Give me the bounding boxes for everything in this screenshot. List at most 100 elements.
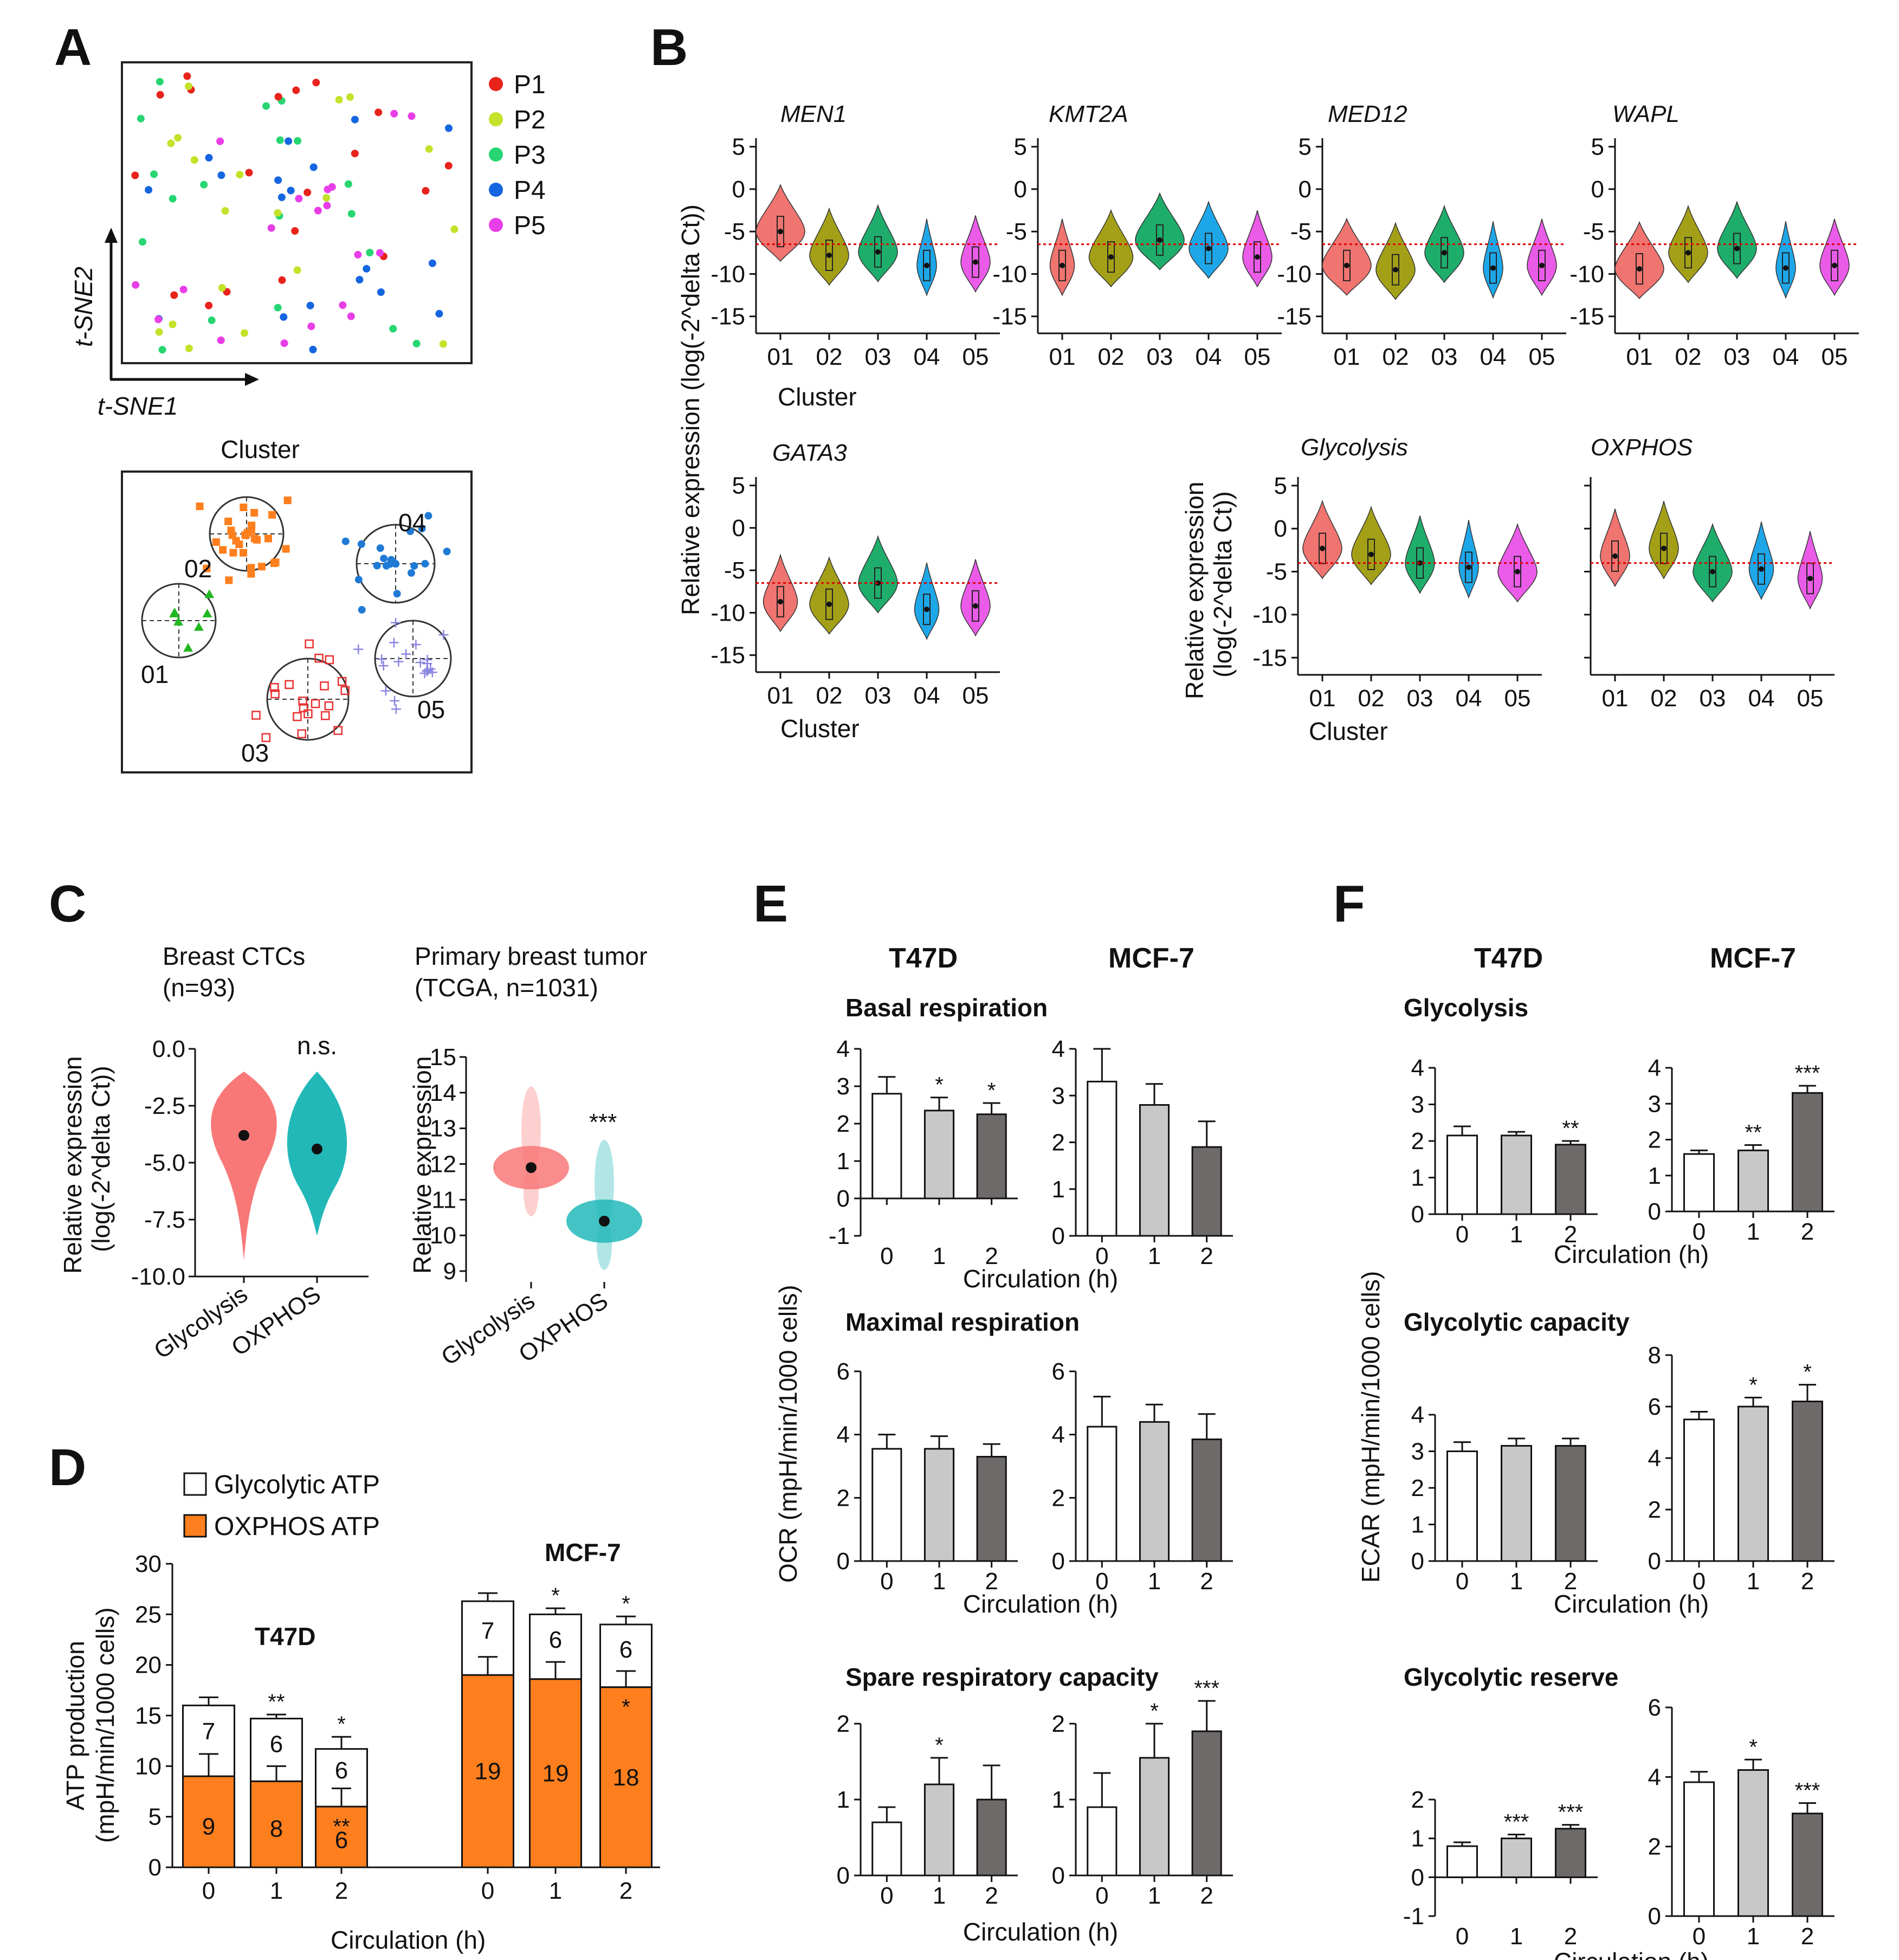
violin-box (1514, 556, 1521, 588)
violin-median (1442, 250, 1447, 256)
cluster-point (240, 504, 248, 512)
d-oxphos-value: 9 (202, 1813, 215, 1840)
e-t47d-tick-label: 0 (837, 1548, 850, 1575)
c-left-sig: n.s. (297, 1031, 337, 1060)
f-mcf7-tick-label: 6 (1648, 1694, 1661, 1721)
tsne-point (200, 180, 208, 189)
c-right-sig: *** (589, 1109, 617, 1136)
e-mcf7-bar (1139, 1757, 1170, 1877)
tsne-point (280, 313, 288, 321)
f-t47d-star: ** (1562, 1117, 1579, 1140)
cluster-title: Cluster (221, 435, 300, 463)
violin-median (1710, 569, 1715, 575)
cluster-point (261, 733, 271, 743)
d-tick-label: 25 (135, 1601, 162, 1628)
violin-x-tick-label: 04 (1196, 344, 1222, 370)
f-t47d-tick-label: 3 (1411, 1092, 1424, 1118)
e-t47d-bar (976, 1113, 1007, 1200)
f-t47d-bar (1446, 1450, 1478, 1562)
d-oxphos-star: ** (333, 1815, 350, 1839)
tsne-point (294, 137, 302, 145)
e-xlabel: Circulation (h) (963, 1918, 1118, 1946)
f-t47d-x-tick-label: 1 (1510, 1923, 1523, 1950)
f-mcf7-x-tick-label: 0 (1693, 1923, 1706, 1950)
violin-box (972, 246, 979, 278)
f-col-title-t47d: T47D (1474, 943, 1543, 974)
f-row-title-0: Glycolysis (1404, 994, 1528, 1022)
tsne-point (377, 288, 385, 296)
violin-y-tick-label: -5 (1290, 218, 1312, 245)
tsne-point (344, 180, 352, 188)
violin-box (1205, 233, 1212, 265)
violin-x-tick-label: 04 (914, 344, 940, 370)
violin-y-tick-label: 5 (1014, 134, 1027, 160)
f-mcf7-bar (1792, 1092, 1823, 1213)
f-mcf7-bar (1792, 1813, 1823, 1917)
e-mcf7-tick-label: 4 (1052, 1422, 1065, 1448)
gene-label-glycolysis: Glycolysis (1301, 434, 1408, 461)
f-t47d-tick-label: 2 (1411, 1787, 1424, 1813)
c-right-tick-label: 9 (443, 1258, 456, 1285)
e-t47d-tick-label: 1 (837, 1787, 850, 1813)
e-t47d-star: * (935, 1073, 944, 1097)
e-row-title-2: Spare respiratory capacity (845, 1663, 1159, 1691)
f-mcf7-star: *** (1795, 1778, 1820, 1802)
legend-glyco-swatch (183, 1472, 207, 1496)
c-left-title-2: (n=93) (163, 973, 235, 1002)
legend-label-p5: P5 (514, 211, 546, 240)
tsne-point (339, 301, 347, 309)
e-t47d-tick-label: 0 (837, 1185, 850, 1212)
tsne-point (347, 312, 355, 320)
tsne-point (346, 93, 354, 101)
violin-median (875, 249, 881, 255)
violin-median (1661, 545, 1667, 551)
tsne-point (274, 93, 282, 101)
tsne-legend: P1 P2 P3 P4 P5 (489, 70, 546, 240)
e-t47d-x-tick-label: 1 (933, 1243, 946, 1269)
violin-box (1156, 224, 1164, 256)
f-row-title-2: Glycolytic reserve (1404, 1663, 1618, 1691)
d-bar-oxphos (529, 1678, 582, 1868)
cluster-point (357, 540, 365, 548)
cluster-points (141, 496, 452, 743)
violin-shape (1483, 221, 1503, 299)
e-t47d-tick-label: 6 (837, 1358, 850, 1385)
panel-f: T47D MCF-7 ECAR (mpH/min/1000 cells) Gly… (1357, 943, 1835, 1960)
violin-x-tick-label: 02 (1383, 344, 1409, 370)
d-oxphos-value: 6 (335, 1827, 348, 1854)
panel-letter-e: E (753, 875, 788, 933)
tsne-frame (121, 61, 473, 364)
legend-label-p1: P1 (514, 70, 546, 99)
violin-box (825, 588, 833, 620)
violin-x-tick-label: 04 (914, 682, 940, 709)
e-mcf7-tick-label: 2 (1052, 1130, 1065, 1156)
f-t47d-tick-label: 1 (1411, 1512, 1424, 1538)
cluster-point (406, 527, 415, 536)
tsne-point (292, 86, 300, 94)
cluster-point (270, 559, 278, 568)
violin-box (777, 216, 784, 248)
violin-x-tick-label: 02 (1098, 344, 1125, 370)
cluster-point (239, 549, 247, 557)
violin-y-tick-label: -15 (1277, 304, 1312, 330)
cluster-point (311, 699, 320, 708)
tsne-ylabel: t-SNE2 (69, 267, 98, 347)
violin-y-tick-label: -5 (1006, 218, 1027, 245)
cluster-point (299, 703, 308, 713)
cluster-point (253, 536, 261, 544)
violin-median (1734, 246, 1740, 252)
cluster-label-04: 04 (398, 508, 426, 537)
tsne-point (354, 250, 362, 259)
violin-y-tick-label: 0 (1274, 515, 1287, 542)
cluster-point (321, 711, 330, 720)
panel-d: Glycolytic ATP OXPHOS ATP ATP production… (61, 1471, 660, 1954)
tsne-point (154, 315, 163, 324)
e-t47d-star: * (987, 1079, 996, 1102)
violin-median (1393, 267, 1398, 273)
panel-c: Breast CTCs (n=93) Primary breast tumor … (59, 942, 647, 1371)
e-t47d-bar (923, 1783, 955, 1877)
c-left-tick-label: 0.0 (152, 1036, 185, 1062)
panel-b-small-ylabel-1: Relative expression (1180, 482, 1209, 699)
f-mcf7-tick-label: 0 (1648, 1903, 1661, 1930)
d-tick-label: 5 (148, 1804, 162, 1830)
